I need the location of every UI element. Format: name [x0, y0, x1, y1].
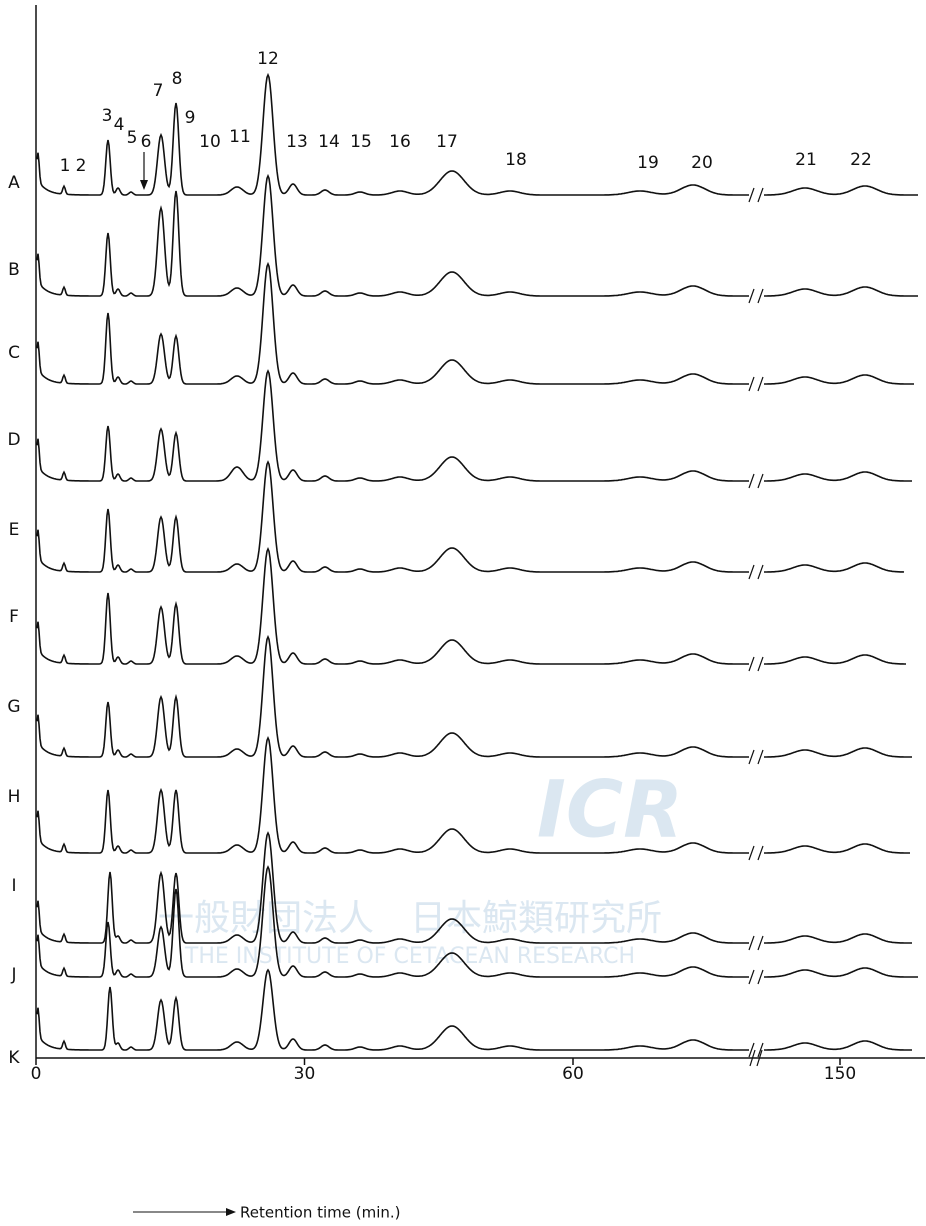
- x-axis-label: Retention time (min.): [240, 1204, 401, 1222]
- trace-break: [757, 969, 764, 985]
- trace: [36, 634, 912, 758]
- trace-break: [748, 1042, 755, 1058]
- trace-break: [757, 187, 764, 203]
- trace: [36, 173, 918, 297]
- peak-label: 14: [318, 132, 340, 152]
- peak-label: 9: [185, 108, 196, 128]
- trace-break: [757, 749, 764, 765]
- trace-break: [748, 376, 755, 392]
- trace-break: [757, 376, 764, 392]
- trace-label: H: [8, 787, 21, 807]
- x-tick-label: 0: [31, 1064, 42, 1084]
- trace-label: B: [8, 260, 20, 280]
- trace-break: [748, 656, 755, 672]
- peak-label: 11: [229, 127, 251, 147]
- trace: [36, 831, 912, 944]
- peak-label: 22: [850, 150, 872, 170]
- trace-label: D: [7, 430, 20, 450]
- peak-label: 19: [637, 153, 659, 173]
- peak-label: 21: [795, 150, 817, 170]
- trace-label: J: [10, 965, 16, 985]
- watermark-org-jp: 一般財団法人 日本鯨類研究所: [158, 898, 662, 939]
- axis-break: [749, 1049, 756, 1067]
- trace-break: [748, 288, 755, 304]
- trace: [36, 261, 914, 385]
- peak-label: 6: [141, 132, 152, 152]
- peak-label: 2: [76, 156, 87, 176]
- trace-label: F: [9, 607, 19, 627]
- trace-label: C: [8, 343, 20, 363]
- trace-label: K: [8, 1048, 20, 1068]
- trace-break: [748, 845, 755, 861]
- trace-label: A: [8, 173, 20, 193]
- trace-break: [757, 935, 764, 951]
- peak-label: 1: [60, 156, 71, 176]
- trace: [36, 460, 905, 573]
- trace: [36, 968, 912, 1051]
- trace-label: E: [9, 520, 20, 540]
- trace-break: [748, 473, 755, 489]
- peak-label: 7: [153, 81, 164, 101]
- trace-break: [748, 969, 755, 985]
- trace-break: [748, 935, 755, 951]
- trace-break: [757, 656, 764, 672]
- trace-label: G: [7, 697, 20, 717]
- peak-label: 17: [436, 132, 458, 152]
- x-tick-label: 60: [562, 1064, 584, 1084]
- peak-arrowhead: [140, 180, 148, 190]
- trace-break: [757, 845, 764, 861]
- peak-label: 4: [114, 115, 125, 135]
- trace: [36, 735, 910, 854]
- peak-label: 16: [389, 132, 411, 152]
- trace-break: [757, 288, 764, 304]
- peak-label: 10: [199, 132, 221, 152]
- x-tick-label: 150: [824, 1064, 856, 1084]
- watermark-org-en: THE INSTITUTE OF CETACEAN RESEARCH: [184, 944, 635, 969]
- watermark-logo: ICR: [537, 765, 683, 855]
- trace: [36, 546, 906, 665]
- axis-break: [756, 1049, 763, 1067]
- trace: [36, 369, 912, 482]
- trace: [36, 72, 918, 196]
- trace-break: [757, 473, 764, 489]
- peak-label: 20: [691, 153, 713, 173]
- trace-break: [757, 1042, 764, 1058]
- peak-label: 13: [286, 132, 308, 152]
- peak-label: 8: [172, 69, 183, 89]
- trace-break: [748, 187, 755, 203]
- peak-label: 15: [350, 132, 372, 152]
- x-tick-label: 30: [294, 1064, 316, 1084]
- trace: [36, 865, 918, 978]
- time-arrowhead: [226, 1208, 236, 1216]
- trace-break: [757, 564, 764, 580]
- peak-label: 12: [257, 49, 279, 69]
- peak-label: 3: [102, 106, 113, 126]
- trace-break: [748, 564, 755, 580]
- trace-label: I: [11, 876, 16, 896]
- trace-break: [748, 749, 755, 765]
- peak-label: 18: [505, 150, 527, 170]
- peak-label: 5: [127, 128, 138, 148]
